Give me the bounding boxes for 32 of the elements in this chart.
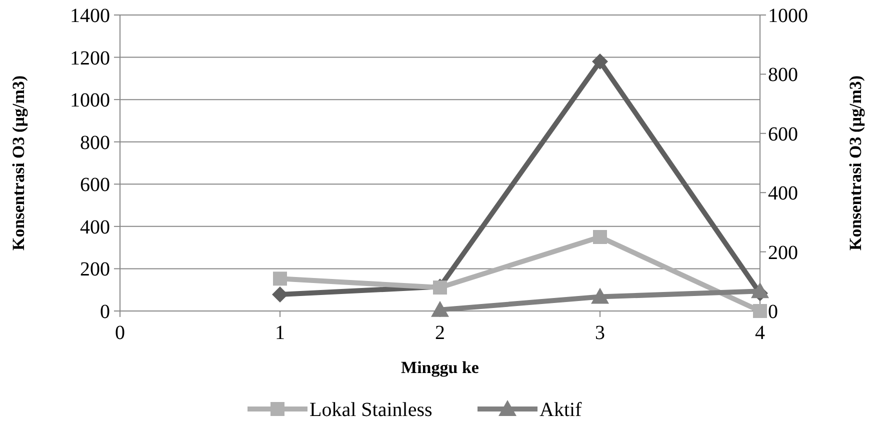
y-tick-label: 400 (80, 216, 110, 238)
y-tick-label: 200 (80, 258, 110, 281)
y2-tick-label: 200 (768, 242, 798, 264)
y-tick-label: 1200 (70, 47, 110, 70)
point (751, 282, 769, 298)
x-tick-label: 2 (435, 322, 445, 344)
point (273, 272, 287, 286)
point (593, 230, 607, 244)
y-tick-label: 800 (80, 132, 110, 154)
y-tick-label: 600 (80, 174, 110, 196)
y-tick-label: 1400 (70, 5, 110, 27)
y-tick-label: 0 (100, 301, 110, 323)
point (753, 304, 767, 318)
point (592, 54, 608, 70)
x-tick-label: 1 (275, 322, 285, 344)
point (272, 286, 288, 303)
y2-tick-label: 1000 (768, 5, 808, 27)
legend-label: Lokal Stainless (310, 399, 432, 421)
y-axis-title: Konsentrasi O3 (µg/m3) (9, 75, 28, 251)
point (591, 288, 609, 304)
point (431, 300, 449, 317)
y2-tick-label: 600 (768, 123, 798, 146)
y2-tick-label: 800 (768, 64, 798, 86)
y2-tick-label: 400 (768, 182, 798, 205)
x-tick-label: 0 (115, 322, 125, 344)
y2-tick-label: 0 (768, 301, 778, 323)
legend-label: Aktif (540, 399, 582, 421)
y2-axis-title: Konsentrasi O3 (µg/m3) (846, 75, 865, 251)
x-axis-title: Minggu ke (401, 358, 480, 377)
x-tick-label: 4 (755, 322, 765, 344)
x-tick-label: 3 (595, 322, 605, 344)
y-tick-label: 1000 (70, 90, 110, 112)
